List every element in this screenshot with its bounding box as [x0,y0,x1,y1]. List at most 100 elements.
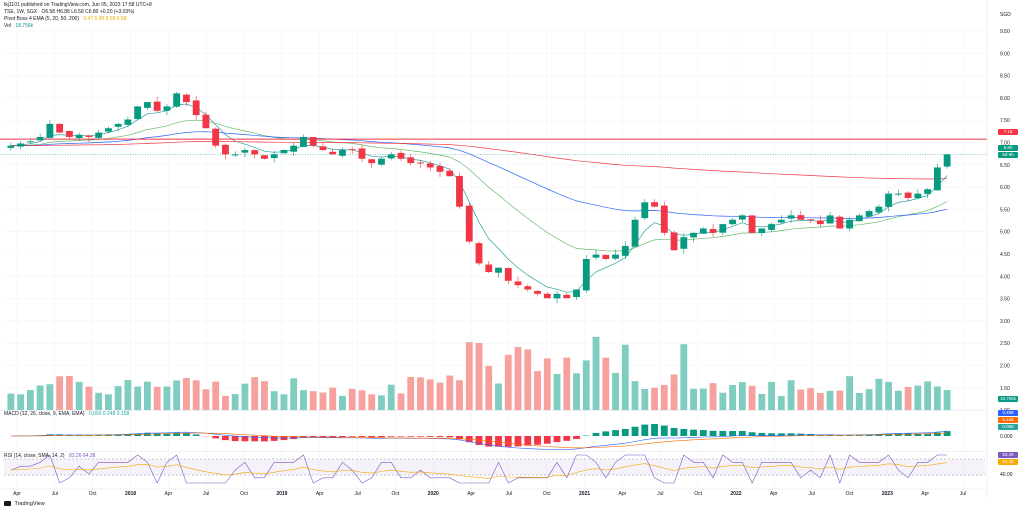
volume-bar [271,391,278,410]
volume-bar [398,393,405,410]
candle-body [710,229,717,233]
candles[interactable] [7,92,950,303]
volume-bar [281,394,288,410]
candle-body [271,154,278,158]
time-tick-label: Jul [657,491,663,497]
published-line: tkj1101 published on TradingView.com, Ju… [4,2,152,8]
volume-bar [212,382,219,410]
candle-body [866,211,873,217]
volume-bars [7,337,950,410]
candle-body [895,194,902,195]
macd-histogram-bar [515,436,522,446]
candle-body [914,194,921,198]
macd-histogram-bar [778,433,785,436]
macd-histogram-bar [593,433,600,436]
volume-bar [797,389,804,410]
volume-bar [378,395,385,410]
candle-body [641,202,648,218]
macd-histogram-bar [710,431,717,436]
candle-body [612,255,619,259]
candle-body [251,150,258,154]
volume-bar [329,388,336,410]
candle-body [212,129,219,146]
candle-body [505,268,512,281]
volume-bar [154,387,161,410]
candle-body [924,189,931,194]
time-tick-label: Jul [203,491,209,497]
volume-bar [632,381,639,410]
price-tick-label: 4.00 [1000,274,1010,280]
volume-bar [583,360,590,410]
macd-histogram-bar [944,431,951,436]
ema-row: Pivot Boss 4 EMA (5, 20, 50, 200) 6.47 5… [4,16,127,22]
candle-body [320,146,327,150]
candle-body [739,215,746,219]
macd-histogram-bar [437,436,444,437]
volume-bar [339,396,346,410]
symbol-row: TSE, 1W, SGX O6.58 H6.88 L6.58 C6.80 +0.… [4,9,134,15]
time-tick-label: Apr [316,491,324,497]
macd-histogram-bar [524,436,531,446]
candle-body [593,255,600,258]
price-tick-label: 7.50 [1000,118,1010,124]
volume-bar [144,382,151,410]
grid-lines [4,28,985,490]
rsi-label[interactable]: RSI (14, close, SMA, 14, 2) [4,453,65,459]
candle-body [758,228,765,233]
candle-body [173,93,180,106]
macd-histogram-bar [193,435,200,436]
volume-bar [690,389,697,410]
macd-histogram-bar [602,431,609,436]
volume-bar [622,345,629,410]
candle-body [66,131,73,137]
candle-body [817,220,824,224]
candle-body [729,220,736,224]
symbol-label[interactable]: TSE, 1W, SGX [4,9,37,15]
volume-bar [895,391,902,410]
candle-body [476,243,483,263]
volume-bar [856,393,863,410]
volume-bar [164,387,171,410]
candle-body [622,246,629,256]
volume-bar [515,347,522,410]
candle-body [144,102,151,108]
candle-body [17,143,24,146]
candle-body [719,224,726,233]
macd-histogram-bar [495,436,502,447]
candle-body [76,135,83,138]
macd-label[interactable]: MACD (12, 26, close, 9, EMA, EMA) [4,411,85,417]
candle-body [368,159,375,163]
brand-name: TradingView [14,501,44,507]
candle-body [768,224,775,230]
price-tick-label: 9.00 [1000,51,1010,57]
macd-badge-c: 0.090 [998,424,1018,430]
candle-body [827,215,834,223]
volume-bar [719,393,726,410]
candle-body [232,154,239,155]
brand-footer[interactable]: TradingView [4,501,45,507]
price-tick-label: 5.00 [1000,230,1010,236]
candle-body [359,149,366,159]
volume-bar [651,388,658,410]
macd-badge-b: 0.158 [998,417,1018,423]
price-tick-label: 1.50 [1000,386,1010,392]
candle-body [115,124,122,127]
macd-histogram-bar [612,430,619,436]
volume-bar [222,396,229,410]
candle-body [407,157,414,163]
candle-body [124,120,131,125]
time-tick-label: Oct [543,491,551,497]
macd-histogram-bar [680,429,687,436]
price-tick-label: 2.50 [1000,341,1010,347]
vol-label[interactable]: Vol [4,23,11,29]
macd-histogram-bar [368,436,375,437]
macd-zero-label: 0.000 [1000,434,1013,440]
candle-body [583,259,590,290]
ema-label[interactable]: Pivot Boss 4 EMA (5, 20, 50, 200) [4,16,79,22]
volume-bar [778,396,785,410]
candle-body [349,149,356,150]
time-tick-label: 2023 [882,491,893,497]
